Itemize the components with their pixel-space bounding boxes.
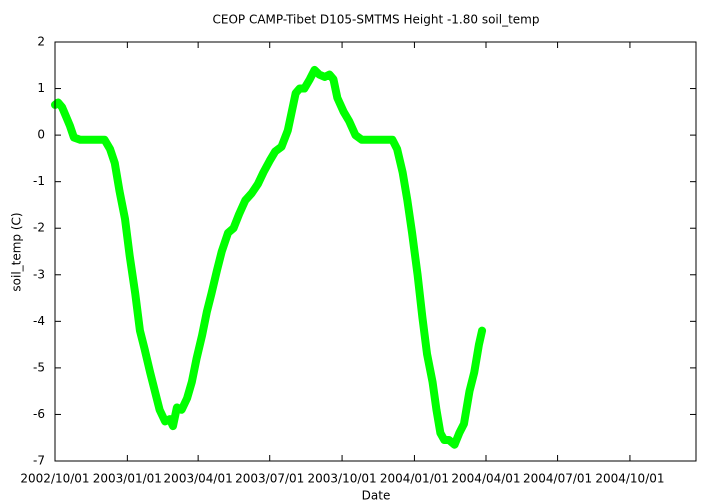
data-line bbox=[51, 65, 487, 449]
y-tick-label: -2 bbox=[33, 221, 45, 235]
x-tick-label: 2004/10/01 bbox=[595, 472, 664, 486]
x-tick-label: 2003/04/01 bbox=[164, 472, 233, 486]
y-tick-label: -6 bbox=[33, 407, 45, 421]
x-tick-label: 2004/07/01 bbox=[523, 472, 592, 486]
y-tick-label: 0 bbox=[37, 128, 45, 142]
plot-border bbox=[54, 41, 697, 462]
y-tick-label: 1 bbox=[37, 81, 45, 95]
y-tick-label: -3 bbox=[33, 267, 45, 281]
x-tick-label: 2003/01/01 bbox=[93, 472, 162, 486]
x-tick-label: 2003/07/01 bbox=[235, 472, 304, 486]
y-tick-label: -7 bbox=[33, 454, 45, 468]
x-tick-label: 2003/10/01 bbox=[307, 472, 376, 486]
chart-title: CEOP CAMP-Tibet D105-SMTMS Height -1.80 … bbox=[213, 13, 540, 27]
x-tick-label: 2004/04/01 bbox=[451, 472, 520, 486]
x-tick-label: 2002/10/01 bbox=[20, 472, 89, 486]
y-axis-label: soil_temp (C) bbox=[10, 212, 24, 291]
x-tick-label: 2004/01/01 bbox=[380, 472, 449, 486]
y-tick-label: -4 bbox=[33, 314, 45, 328]
y-tick-label: 2 bbox=[37, 35, 45, 49]
y-tick-label: -5 bbox=[33, 360, 45, 374]
x-axis-label: Date bbox=[362, 489, 391, 503]
y-tick-label: -1 bbox=[33, 174, 45, 188]
